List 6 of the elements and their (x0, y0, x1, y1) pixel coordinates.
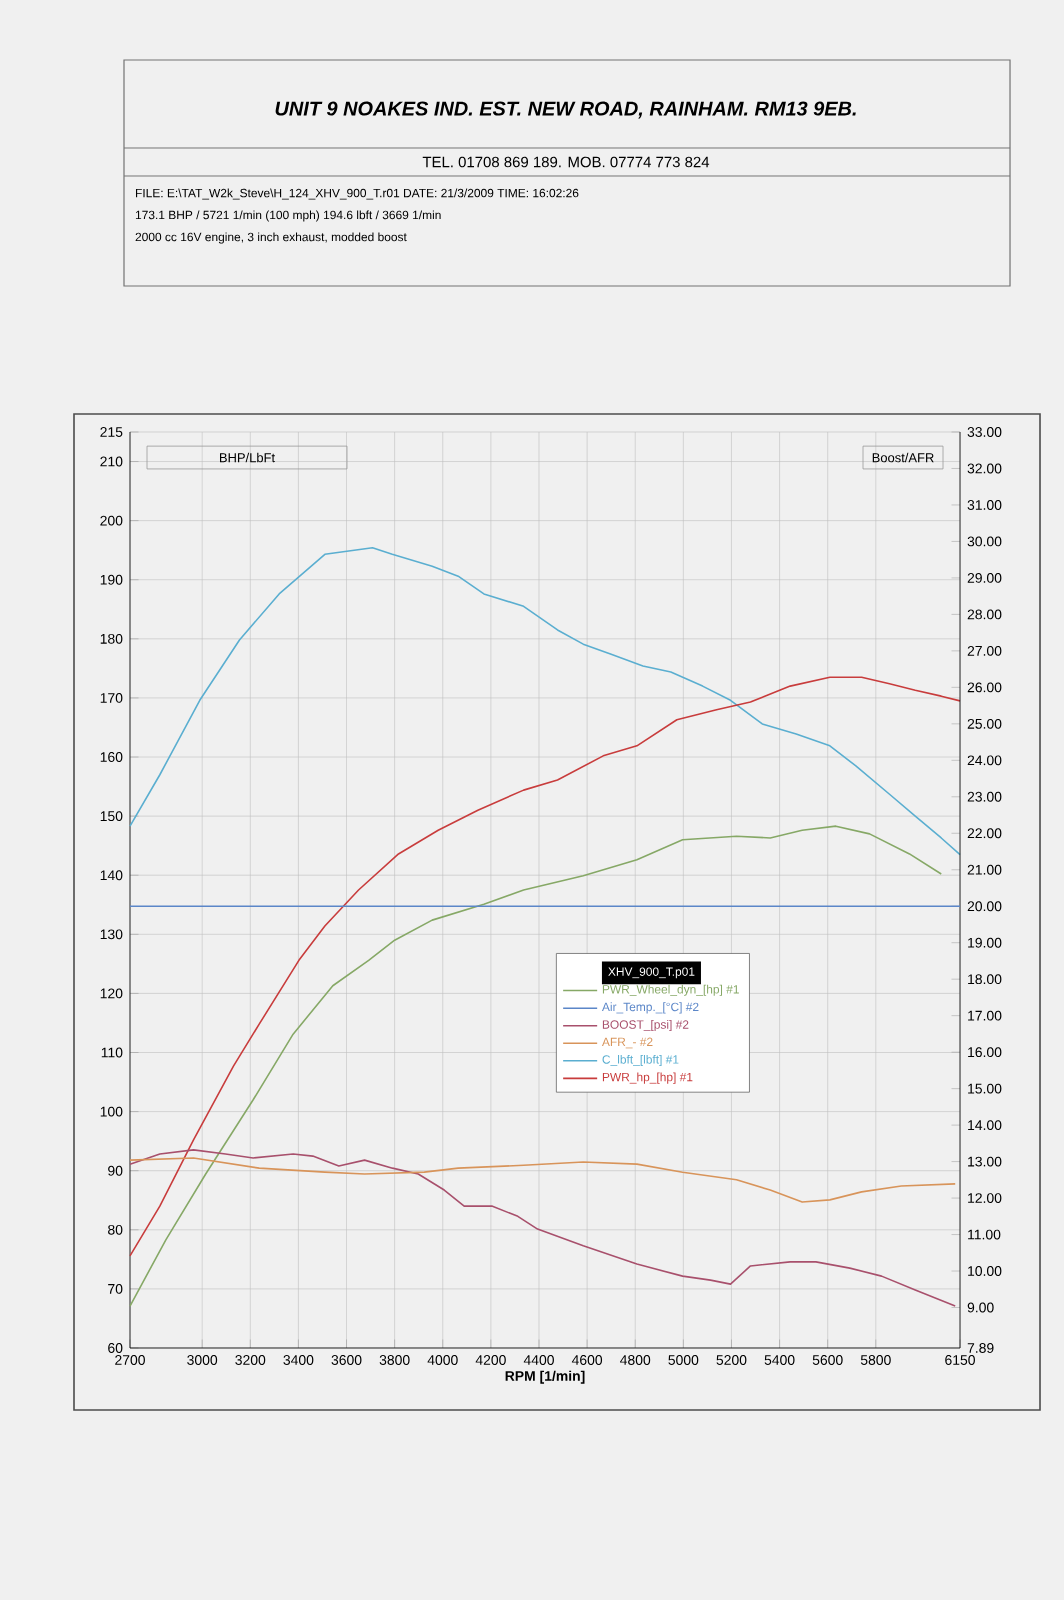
line-series (129, 676, 961, 1257)
line-series (129, 1149, 956, 1307)
line-series (129, 1157, 956, 1203)
line-series (129, 547, 961, 856)
chart-title: UNIT 9 NOAKES IND. EST. NEW ROAD, RAINHAM. RM13 9EB. (275, 101, 856, 119)
line-series (129, 825, 943, 1307)
